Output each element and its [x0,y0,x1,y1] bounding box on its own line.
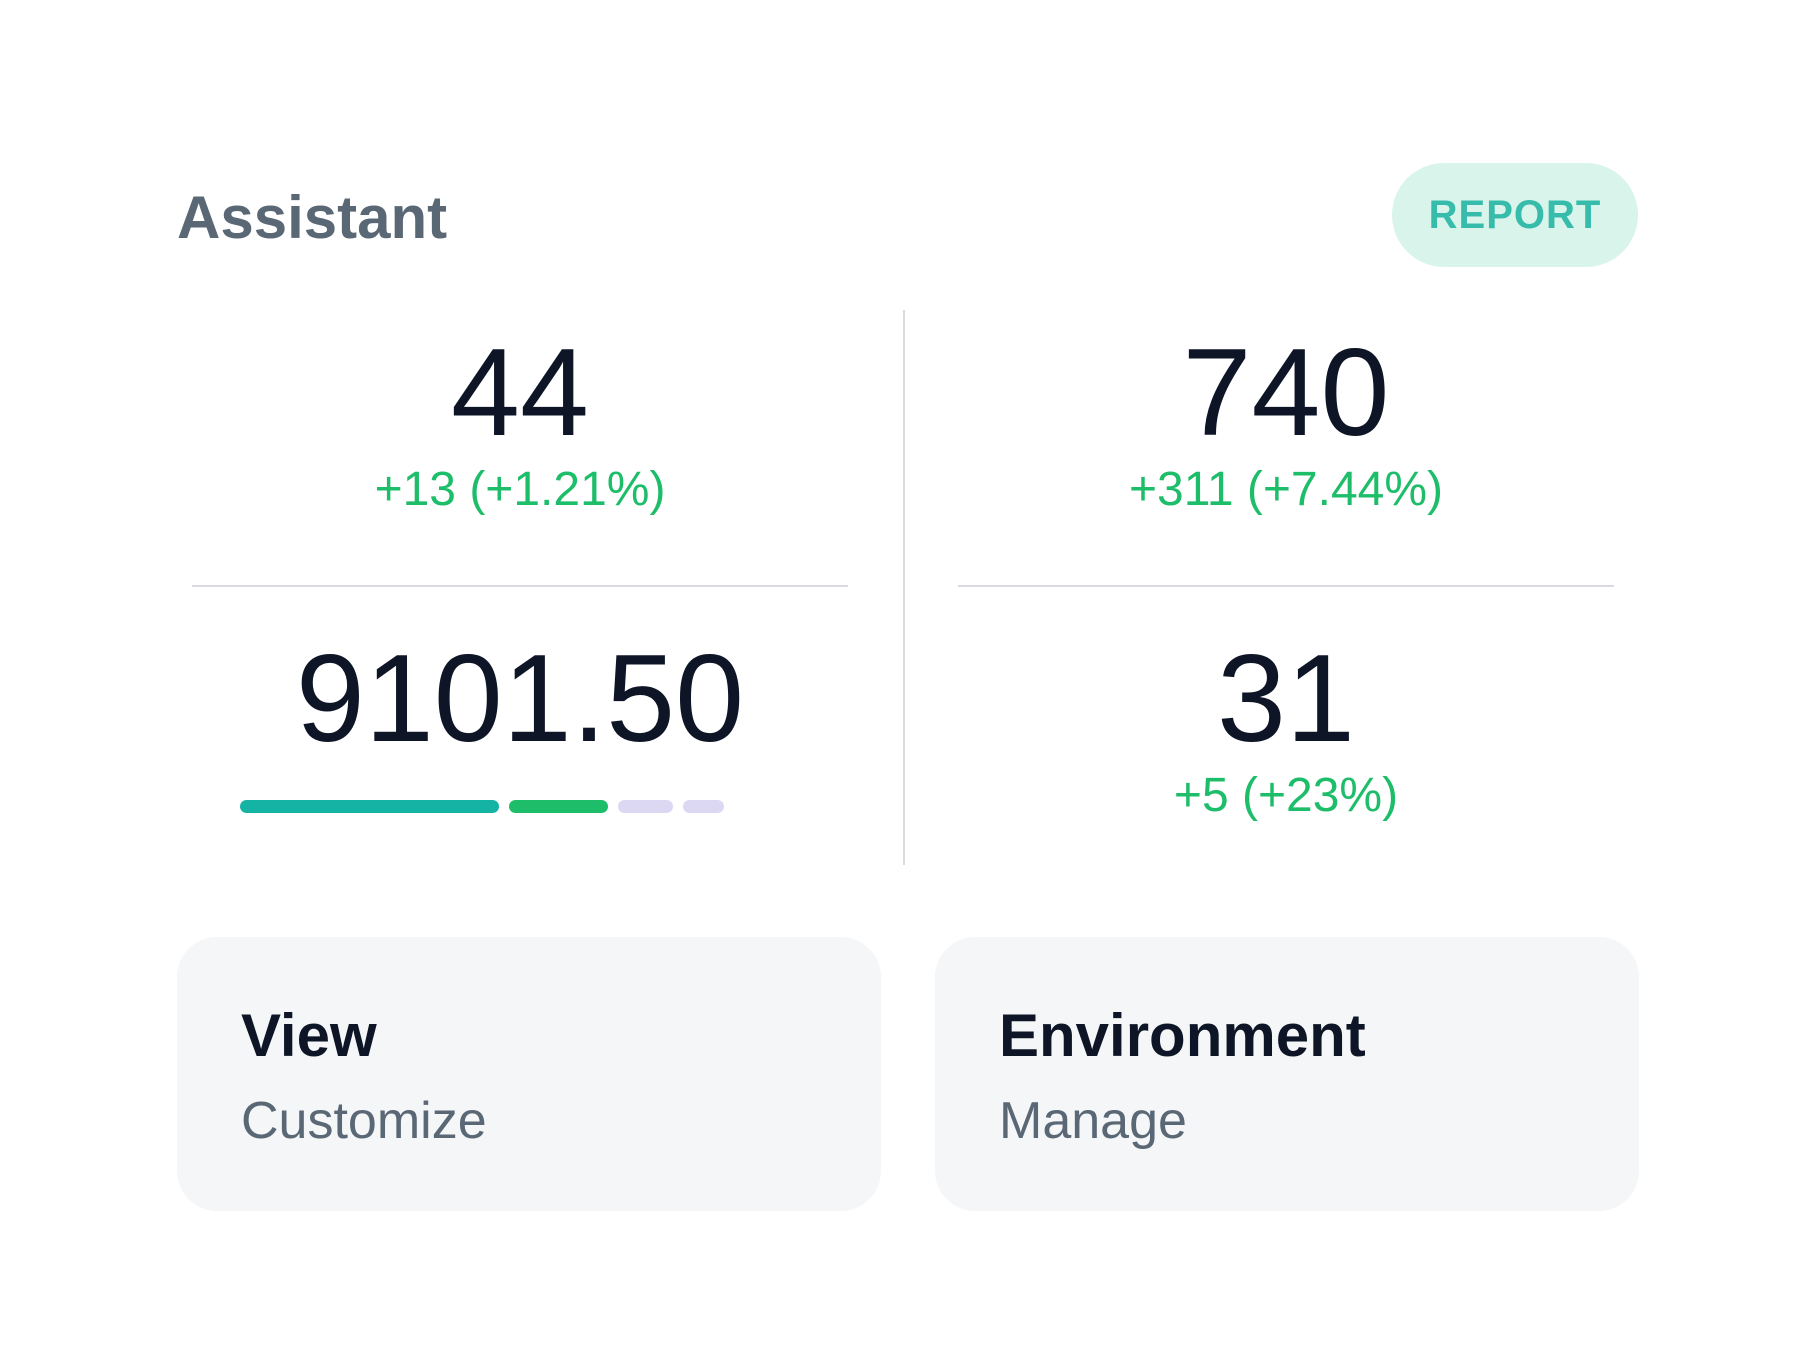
progress-segment [683,800,724,813]
stat-block-bottom-left: 9101.50 [192,634,848,764]
card-subtitle: Manage [999,1092,1187,1150]
report-button[interactable]: REPORT [1392,163,1638,267]
horizontal-divider-right [958,585,1614,587]
progress-segment [618,800,673,813]
segmented-progress-bar [240,800,790,813]
stat-value: 9101.50 [295,630,745,768]
stat-value: 31 [1217,630,1355,768]
stat-block-top-left: 44 +13 (+1.21%) [192,328,848,520]
stat-value: 740 [1182,324,1390,462]
environment-card[interactable]: Environment Manage [935,937,1639,1211]
card-subtitle: Customize [241,1092,487,1150]
stat-block-top-right: 740 +311 (+7.44%) [958,328,1614,520]
progress-segment [240,800,499,813]
view-card[interactable]: View Customize [177,937,881,1211]
horizontal-divider-left [192,585,848,587]
stat-value: 44 [451,324,589,462]
stat-block-bottom-right: 31 +5 (+23%) [958,634,1614,826]
stat-change: +311 (+7.44%) [1129,463,1443,516]
widget-title: Assistant [177,184,448,251]
stat-change: +13 (+1.21%) [374,463,666,516]
card-title: View [241,1002,377,1069]
card-title: Environment [999,1002,1366,1069]
vertical-divider [903,310,905,865]
stat-change: +5 (+23%) [1173,769,1399,822]
progress-segment [509,800,608,813]
